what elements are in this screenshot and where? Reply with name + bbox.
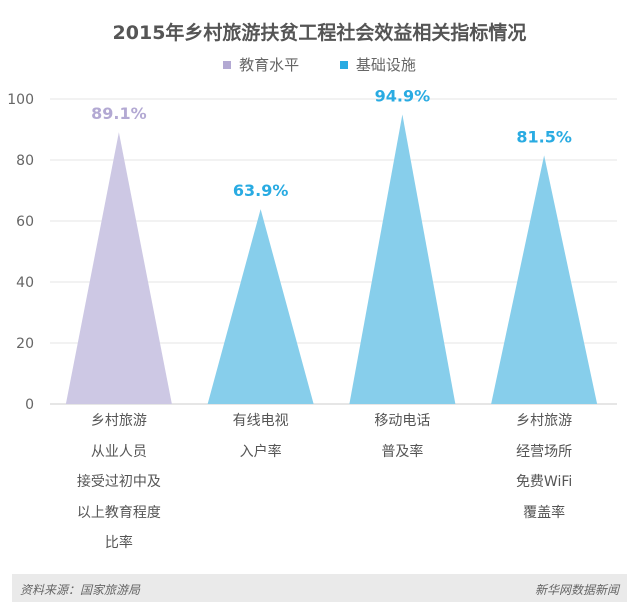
- y-tick-label-40: 40: [16, 275, 34, 291]
- legend-item-education: 教育水平: [223, 54, 299, 75]
- legend-label-infrastructure: 基础设施: [355, 56, 416, 74]
- bar-2: [349, 114, 456, 405]
- bar-0: [65, 132, 172, 404]
- legend-swatch-education: [223, 60, 232, 69]
- y-tick-label-20: 20: [16, 336, 34, 352]
- category-label-0-line-4: 比率: [104, 535, 133, 551]
- category-label-0-line-2: 接受过初中及: [76, 474, 161, 490]
- category-label-3-line-3: 覆盖率: [523, 504, 566, 521]
- bar-1: [207, 209, 314, 404]
- source-note: 资料来源：国家旅游局: [20, 583, 141, 597]
- value-label-3: 81.5%: [516, 127, 572, 146]
- category-label-0-line-1: 从业人员: [90, 443, 147, 460]
- y-tick-label-0: 0: [25, 397, 34, 413]
- category-label-0-line-0: 乡村旅游: [90, 413, 147, 429]
- category-label-3-line-0: 乡村旅游: [516, 413, 573, 429]
- legend-item-infrastructure: 基础设施: [339, 54, 416, 75]
- value-label-0: 89.1%: [91, 104, 147, 123]
- legend: 教育水平 基础设施: [0, 54, 639, 75]
- brand-credit: 新华网数据新闻: [534, 583, 619, 597]
- chart-title: 2015年乡村旅游扶贫工程社会效益相关指标情况: [112, 22, 527, 44]
- y-tick-label-100: 100: [7, 92, 34, 108]
- value-label-2: 94.9%: [375, 87, 431, 106]
- bar-3: [491, 155, 598, 404]
- category-label-1-line-0: 有线电视: [232, 413, 289, 429]
- category-label-1-line-1: 入户率: [239, 443, 282, 460]
- category-label-2-line-0: 移动电话: [374, 413, 431, 429]
- category-label-3-line-1: 经营场所: [516, 443, 573, 460]
- category-label-2: 移动电话 普及率: [347, 406, 457, 467]
- y-tick-label-80: 80: [16, 153, 34, 169]
- category-label-3-line-2: 免费WiFi: [515, 474, 573, 490]
- y-tick-label-60: 60: [16, 214, 34, 230]
- value-label-1: 63.9%: [233, 181, 289, 200]
- legend-swatch-infrastructure: [339, 60, 348, 69]
- legend-label-education: 教育水平: [239, 56, 300, 74]
- category-label-1: 有线电视 入户率: [206, 406, 316, 467]
- category-label-2-line-1: 普及率: [381, 443, 424, 460]
- category-label-3: 乡村旅游经营场所免费WiFi 覆盖率: [489, 406, 599, 528]
- footer: 资料来源：国家旅游局 新华网数据新闻: [12, 574, 627, 602]
- category-label-0-line-3: 以上教育程度: [76, 504, 161, 521]
- category-label-0: 乡村旅游从业人员接受过初中及 以上教育程度 比率: [64, 406, 174, 559]
